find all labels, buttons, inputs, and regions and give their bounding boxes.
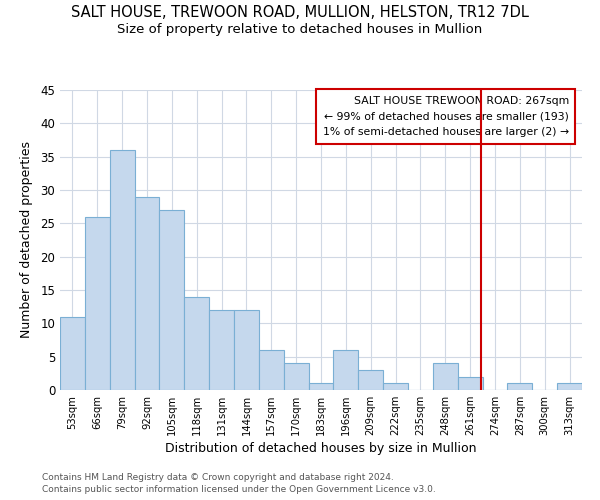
X-axis label: Distribution of detached houses by size in Mullion: Distribution of detached houses by size …: [165, 442, 477, 455]
Bar: [134, 196, 160, 390]
Bar: [334, 350, 358, 390]
Bar: [458, 376, 482, 390]
Bar: [308, 384, 334, 390]
Bar: [110, 150, 134, 390]
Bar: [284, 364, 308, 390]
Bar: [433, 364, 458, 390]
Bar: [85, 216, 110, 390]
Bar: [383, 384, 408, 390]
Bar: [60, 316, 85, 390]
Bar: [259, 350, 284, 390]
Bar: [557, 384, 582, 390]
Text: SALT HOUSE TREWOON ROAD: 267sqm
← 99% of detached houses are smaller (193)
1% of: SALT HOUSE TREWOON ROAD: 267sqm ← 99% of…: [323, 96, 569, 137]
Bar: [358, 370, 383, 390]
Bar: [209, 310, 234, 390]
Text: Contains HM Land Registry data © Crown copyright and database right 2024.: Contains HM Land Registry data © Crown c…: [42, 472, 394, 482]
Text: SALT HOUSE, TREWOON ROAD, MULLION, HELSTON, TR12 7DL: SALT HOUSE, TREWOON ROAD, MULLION, HELST…: [71, 5, 529, 20]
Bar: [184, 296, 209, 390]
Bar: [234, 310, 259, 390]
Text: Size of property relative to detached houses in Mullion: Size of property relative to detached ho…: [118, 22, 482, 36]
Bar: [508, 384, 532, 390]
Text: Contains public sector information licensed under the Open Government Licence v3: Contains public sector information licen…: [42, 485, 436, 494]
Bar: [160, 210, 184, 390]
Y-axis label: Number of detached properties: Number of detached properties: [20, 142, 34, 338]
